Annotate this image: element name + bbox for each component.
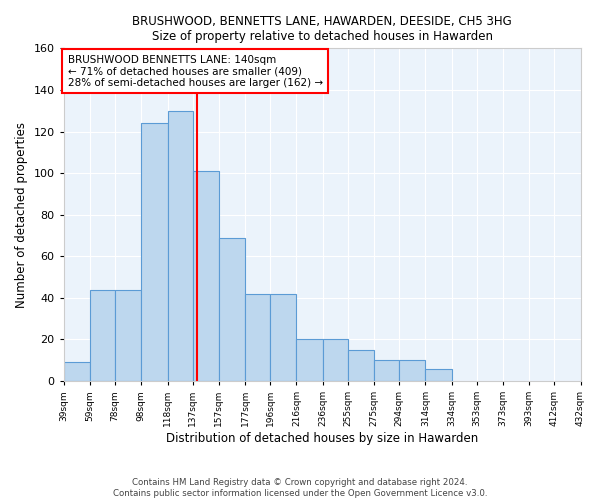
Title: BRUSHWOOD, BENNETTS LANE, HAWARDEN, DEESIDE, CH5 3HG
Size of property relative t: BRUSHWOOD, BENNETTS LANE, HAWARDEN, DEES… (132, 15, 512, 43)
Bar (115, 290, 141, 381)
Text: BRUSHWOOD BENNETTS LANE: 140sqm
← 71% of detached houses are smaller (409)
28% o: BRUSHWOOD BENNETTS LANE: 140sqm ← 71% of… (68, 54, 323, 88)
Bar (141, 123, 167, 381)
X-axis label: Distribution of detached houses by size in Hawarden: Distribution of detached houses by size … (166, 432, 478, 445)
Bar (399, 360, 425, 381)
Bar (425, 368, 452, 381)
Bar (167, 110, 193, 381)
Bar (64, 362, 90, 381)
Bar (219, 238, 245, 381)
Bar (245, 294, 270, 381)
Bar (323, 340, 348, 381)
Bar (374, 360, 399, 381)
Bar (90, 290, 115, 381)
Y-axis label: Number of detached properties: Number of detached properties (15, 122, 28, 308)
Text: Contains HM Land Registry data © Crown copyright and database right 2024.
Contai: Contains HM Land Registry data © Crown c… (113, 478, 487, 498)
Bar (193, 171, 219, 381)
Bar (348, 350, 374, 381)
Bar (270, 294, 296, 381)
Bar (296, 340, 323, 381)
